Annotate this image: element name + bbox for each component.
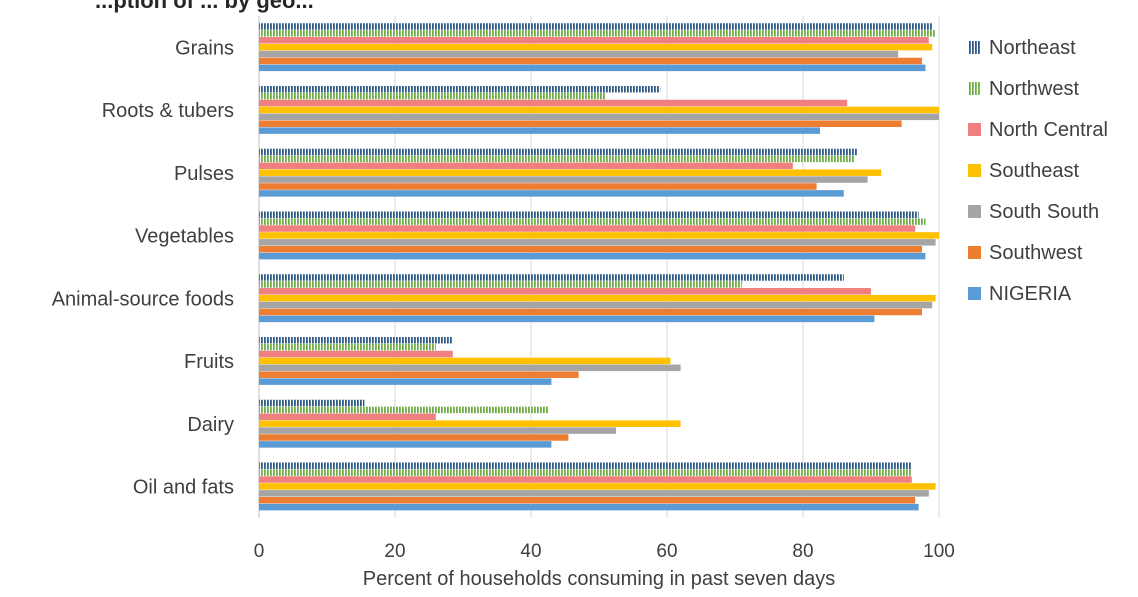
bar-pulses-northwest: [259, 155, 854, 163]
category-label-grains: Grains: [175, 37, 234, 59]
bar-dairy-southwest: [259, 434, 569, 441]
legend-item-northeast: Northeast: [968, 37, 1076, 59]
bar-fruits-northwest: [259, 343, 436, 351]
bar-pulses-southeast: [259, 169, 882, 176]
legend: Northeast Northwest North Central Southeast…: [968, 37, 1108, 305]
bar-grains-northwest: [259, 30, 936, 37]
legend-label-northwest: Northwest: [989, 78, 1079, 100]
legend-label-nigeria: NIGERIA: [989, 283, 1072, 305]
legend-item-nigeria: NIGERIA: [968, 283, 1072, 305]
bar-fruits-north-central: [259, 350, 453, 358]
legend-swatch-north-central: [968, 123, 981, 136]
x-axis-title: Percent of households consuming in past …: [363, 568, 836, 590]
bar-fruits-nigeria: [259, 378, 552, 385]
bar-animal-source-foods-south-south: [259, 301, 933, 309]
bar-pulses-north-central: [259, 162, 793, 170]
bar-animal-source-foods-northwest: [259, 281, 742, 288]
legend-item-southeast: Southeast: [968, 160, 1080, 182]
legend-label-southwest: Southwest: [989, 242, 1083, 264]
bar-fruits-southeast: [259, 357, 671, 365]
legend-label-north-central: North Central: [989, 119, 1108, 141]
bar-animal-source-foods-southwest: [259, 308, 922, 316]
bar-pulses-southwest: [259, 183, 817, 190]
bar-dairy-south-south: [259, 427, 616, 434]
bar-roots-tubers-south-south: [259, 113, 939, 121]
legend-swatch-southeast: [968, 164, 981, 177]
bar-grains-nigeria: [259, 64, 926, 72]
bar-oil-and-fats-northwest: [259, 469, 912, 476]
bar-vegetables-northwest: [259, 218, 926, 225]
bar-animal-source-foods-southeast: [259, 294, 936, 302]
bar-layer: [259, 23, 939, 511]
legend-item-southwest: Southwest: [968, 242, 1083, 264]
legend-swatch-nigeria: [968, 287, 981, 300]
bar-dairy-northeast: [259, 399, 365, 407]
x-tick-labels: 0 20 40 60 80 100: [254, 541, 955, 562]
category-label-dairy: Dairy: [187, 414, 234, 436]
bar-oil-and-fats-nigeria: [259, 503, 919, 511]
bar-oil-and-fats-north-central: [259, 476, 912, 483]
category-label-vegetables: Vegetables: [135, 226, 234, 248]
x-tick-80: 80: [792, 541, 813, 562]
x-tick-20: 20: [384, 541, 405, 562]
bar-roots-tubers-southwest: [259, 120, 902, 127]
bar-oil-and-fats-southwest: [259, 496, 916, 504]
bar-dairy-southeast: [259, 420, 681, 427]
category-label-animal-source-foods: Animal-source foods: [52, 288, 234, 310]
bar-grains-south-south: [259, 50, 899, 58]
x-tick-60: 60: [656, 541, 677, 562]
x-tick-100: 100: [923, 541, 955, 562]
legend-item-north-central: North Central: [968, 119, 1108, 141]
bar-fruits-south-south: [259, 364, 681, 372]
category-labels: Grains Roots & tubers Pulses Vegetables Anim…: [52, 37, 234, 498]
bar-pulses-northeast: [259, 148, 858, 156]
bar-dairy-nigeria: [259, 441, 552, 448]
category-label-oil-and-fats: Oil and fats: [133, 477, 234, 499]
bar-vegetables-north-central: [259, 225, 916, 232]
bar-roots-tubers-northwest: [259, 92, 606, 100]
bar-dairy-north-central: [259, 413, 436, 421]
bar-oil-and-fats-southeast: [259, 483, 936, 490]
bar-fruits-southwest: [259, 371, 579, 378]
bar-grains-north-central: [259, 37, 929, 44]
legend-label-south-south: South South: [989, 201, 1099, 223]
bar-fruits-northeast: [259, 336, 453, 344]
legend-swatch-northwest: [968, 82, 981, 95]
chart-title: ...ption of ... by geo...: [95, 0, 314, 13]
legend-label-northeast: Northeast: [989, 37, 1076, 59]
legend-swatch-southwest: [968, 246, 981, 259]
category-label-roots-tubers: Roots & tubers: [102, 100, 234, 122]
bar-dairy-northwest: [259, 406, 548, 414]
bar-grains-northeast: [259, 23, 933, 30]
legend-label-southeast: Southeast: [989, 160, 1080, 182]
bar-pulses-nigeria: [259, 190, 844, 197]
bar-oil-and-fats-south-south: [259, 490, 929, 497]
bar-grains-southeast: [259, 43, 933, 51]
bar-roots-tubers-southeast: [259, 106, 939, 114]
bar-oil-and-fats-northeast: [259, 462, 912, 469]
bar-vegetables-northeast: [259, 211, 919, 218]
bar-animal-source-foods-north-central: [259, 288, 871, 295]
x-tick-0: 0: [254, 541, 265, 562]
bar-pulses-south-south: [259, 176, 868, 183]
legend-swatch-south-south: [968, 205, 981, 218]
category-label-fruits: Fruits: [184, 351, 234, 373]
legend-swatch-northeast: [968, 41, 981, 54]
bar-animal-source-foods-nigeria: [259, 315, 875, 323]
bar-roots-tubers-northeast: [259, 85, 661, 93]
bar-animal-source-foods-northeast: [259, 274, 844, 281]
bar-grains-southwest: [259, 57, 922, 65]
bar-roots-tubers-north-central: [259, 99, 848, 107]
bar-vegetables-southeast: [259, 232, 939, 239]
bar-roots-tubers-nigeria: [259, 127, 820, 134]
bar-vegetables-nigeria: [259, 252, 926, 260]
x-tick-40: 40: [520, 541, 541, 562]
legend-item-northwest: Northwest: [968, 78, 1079, 100]
bar-vegetables-southwest: [259, 245, 922, 253]
bar-vegetables-south-south: [259, 239, 936, 246]
legend-item-south-south: South South: [968, 201, 1099, 223]
category-label-pulses: Pulses: [174, 163, 234, 185]
